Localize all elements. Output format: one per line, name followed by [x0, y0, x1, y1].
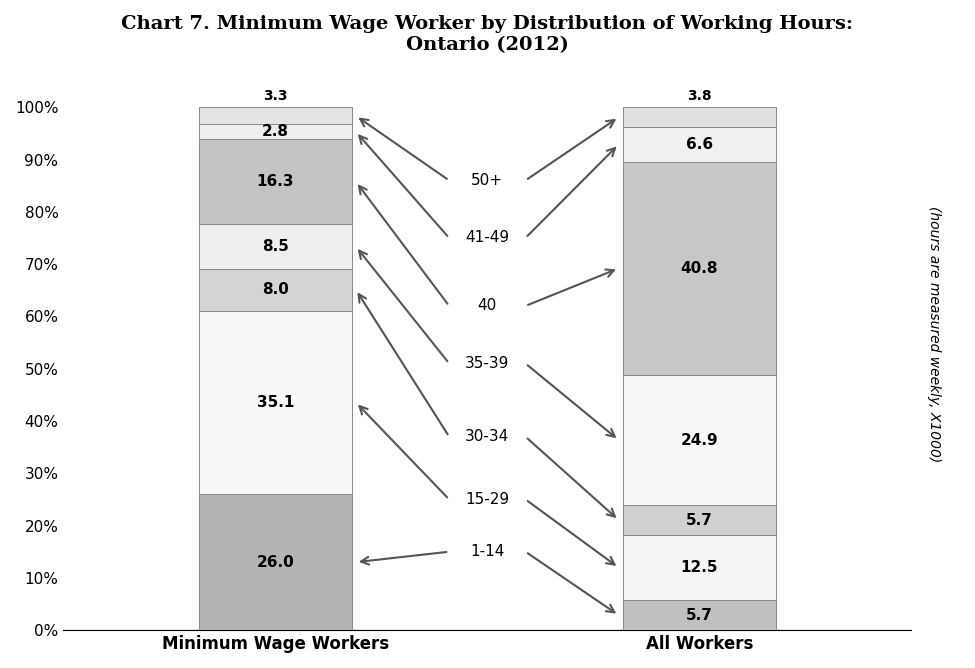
Bar [199, 494, 352, 630]
Text: 2.8: 2.8 [262, 124, 289, 140]
Text: 1-14: 1-14 [470, 544, 504, 559]
Text: 12.5: 12.5 [681, 560, 718, 575]
Text: 50+: 50+ [471, 173, 503, 188]
Bar [199, 269, 352, 311]
Text: 5.7: 5.7 [685, 608, 713, 623]
Text: 15-29: 15-29 [465, 492, 509, 507]
Text: 6.6: 6.6 [685, 137, 713, 152]
Text: 40.8: 40.8 [681, 261, 718, 276]
Text: 30-34: 30-34 [465, 429, 509, 444]
Title: Chart 7. Minimum Wage Worker by Distribution of Working Hours:
Ontario (2012): Chart 7. Minimum Wage Worker by Distribu… [121, 15, 853, 54]
Text: 35-39: 35-39 [465, 356, 510, 371]
Text: 40: 40 [478, 299, 497, 313]
Bar [623, 505, 775, 535]
Bar [623, 162, 775, 375]
Bar [199, 108, 352, 124]
Text: 8.5: 8.5 [262, 239, 289, 254]
Text: 35.1: 35.1 [256, 395, 294, 410]
Bar [199, 311, 352, 494]
Bar [199, 124, 352, 139]
Text: 41-49: 41-49 [465, 230, 509, 245]
Bar [623, 601, 775, 630]
Bar [199, 139, 352, 224]
Text: 26.0: 26.0 [256, 554, 294, 570]
Text: 3.3: 3.3 [263, 89, 288, 103]
Text: 8.0: 8.0 [262, 282, 289, 297]
Text: 16.3: 16.3 [256, 174, 294, 189]
Text: 5.7: 5.7 [685, 512, 713, 528]
Text: 24.9: 24.9 [681, 433, 719, 448]
Bar [623, 127, 775, 162]
Bar [623, 375, 775, 505]
Text: (hours are measured weekly, X1000): (hours are measured weekly, X1000) [927, 206, 941, 462]
Bar [199, 224, 352, 269]
Text: 3.8: 3.8 [687, 89, 712, 103]
Bar [623, 108, 775, 127]
Bar [623, 535, 775, 601]
